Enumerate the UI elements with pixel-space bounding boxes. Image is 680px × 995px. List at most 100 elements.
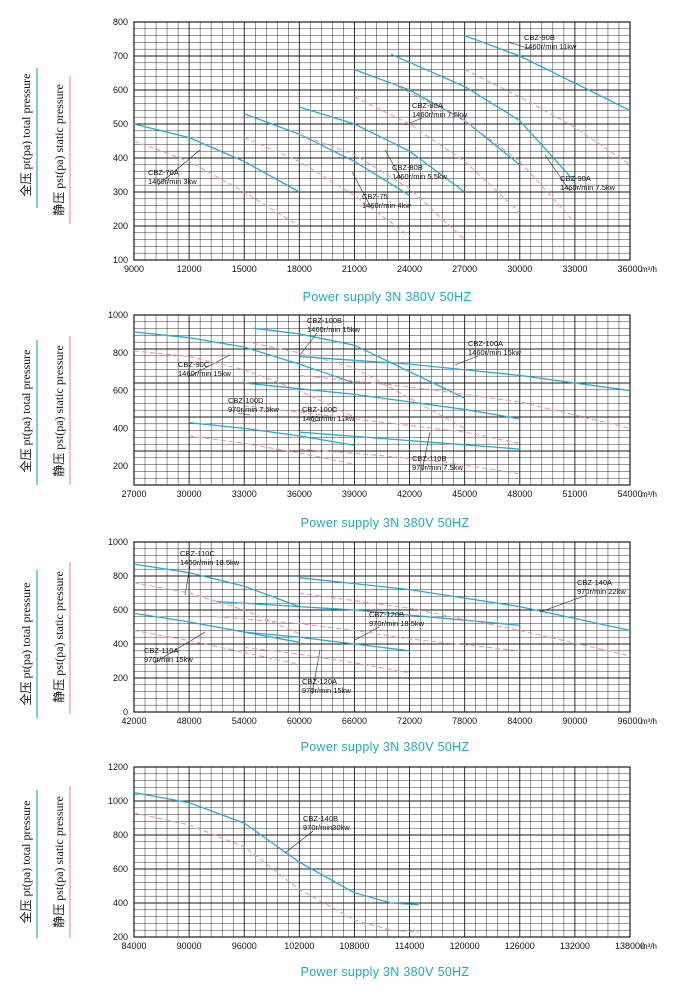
x-tick-label: 108000 (339, 941, 369, 951)
series-name-label: CBZ-110A (144, 646, 178, 655)
curve-cbz-80b-static (299, 133, 466, 241)
annotation-leader (384, 149, 403, 181)
series-name-label: CBZ-110B (412, 454, 446, 463)
x-tick-label: 114000 (395, 941, 424, 951)
series-spec-label: 1460r/min 7.5kw (560, 183, 616, 192)
series-name-label: CBZ-140B (303, 814, 338, 823)
curve-cbz-90c-total (133, 331, 355, 384)
annotation-leader (284, 830, 314, 854)
x-tick-label: 51000 (562, 489, 587, 499)
total-pressure-label: 全压 pt(pa) total pressure (18, 74, 33, 197)
series-spec-label: 1460r/min 5.5kw (392, 172, 448, 181)
series-spec-label: 970r/min 18.5kw (369, 619, 425, 628)
curve-cbz-90b-total (464, 34, 631, 111)
x-tick-label: 126000 (505, 941, 535, 951)
curve-cbz-90a-static (390, 82, 576, 223)
y-tick-label: 500 (113, 119, 128, 129)
series-name-label: CBZ-140A (577, 578, 612, 587)
curve-cbz-100b-total (253, 327, 465, 399)
x-tick-label: 84000 (121, 941, 146, 951)
annotation-leader (539, 594, 588, 613)
y-tick-label: 600 (113, 85, 128, 95)
power-supply-caption: Power supply 3N 380V 50HZ (303, 290, 472, 304)
curve-cbz-110b-total (299, 431, 520, 450)
curve-cbz-110c-static (133, 582, 300, 635)
x-tick-label: 138000 (615, 941, 645, 951)
annotation-leader (351, 171, 373, 210)
series-spec-label: 970r/min 22kw (577, 587, 626, 596)
curve-cbz-90c-static (133, 350, 355, 418)
curve-cbz-110c-total (133, 563, 300, 608)
curve-cbz-100d-total (189, 422, 355, 446)
y-tick-label: 200 (113, 673, 128, 683)
x-tick-label: 132000 (560, 941, 590, 951)
x-tick-label: 66000 (342, 716, 367, 726)
annotation-leader (311, 419, 321, 423)
x-tick-label: 36000 (617, 264, 642, 274)
static-pressure-label: 静压 pst(pa) static pressure (52, 571, 66, 703)
plot-frame (133, 766, 631, 938)
series-name-label: CBZ-100C (302, 405, 338, 414)
curve-cbz-75-total (243, 113, 410, 196)
x-tick-label: 9000 (124, 264, 144, 274)
x-tick-label: 15000 (232, 264, 257, 274)
x-tick-label: 48000 (177, 716, 202, 726)
total-pressure-label: 全压 pt(pa) total pressure (18, 350, 33, 473)
panel-1: 全压 pt(pa) total pressure 静压 pst(pa) stat… (18, 17, 657, 304)
series-spec-label: 1460r/min 15kw (178, 369, 232, 378)
curve-cbz-100c-total (244, 382, 520, 420)
curve-cbz-100a-total (299, 355, 631, 392)
curve-cbz-110a-static (133, 629, 300, 665)
series-name-label: CBZ-120A (302, 677, 337, 686)
y-tick-label: 800 (113, 348, 128, 358)
plot-frame (133, 21, 631, 261)
chart-plot-4: 84000 90000 96000 102000 108000 114000 120000 1… (108, 762, 657, 951)
panel-3: 全压 pt(pa) total pressure 静压 pst(pa) stat… (18, 537, 657, 754)
plot-frame (133, 314, 631, 486)
x-tick-label: 78000 (452, 716, 477, 726)
series-name-label: CBZ-80A (412, 101, 443, 110)
static-pressure-label: 静压 pst(pa) static pressure (52, 84, 66, 216)
series-spec-label: 970r/min 15kw (144, 655, 193, 664)
x-tick-label: 54000 (232, 716, 257, 726)
annotation-leader (237, 412, 251, 416)
x-tick-label: 30000 (507, 264, 532, 274)
x-tick-label: 18000 (287, 264, 312, 274)
curve-cbz-120b-total (216, 600, 520, 626)
curve-cbz-140b-total (133, 791, 419, 906)
x-tick-label: 60000 (287, 716, 312, 726)
y-tick-label: 600 (113, 386, 128, 396)
x-tick-label: 39000 (342, 489, 367, 499)
x-tick-label: 30000 (177, 489, 202, 499)
series-name-label: CBZ-80B (392, 163, 423, 172)
y-tick-label: 200 (113, 461, 128, 471)
series-spec-label: 970r/min 15kw (302, 686, 351, 695)
curve-cbz-80a-total (354, 68, 521, 166)
x-unit-label: m³/h (641, 717, 657, 726)
x-tick-label: 72000 (397, 716, 422, 726)
x-tick-label: 36000 (287, 489, 312, 499)
plot-frame (133, 541, 631, 713)
x-tick-label: 24000 (397, 264, 422, 274)
x-tick-label: 33000 (562, 264, 587, 274)
curve-cbz-140b-static (133, 812, 419, 933)
annotation-leader (187, 354, 231, 378)
y-tick-label: 100 (113, 255, 128, 265)
y-tick-label: 700 (113, 51, 128, 61)
total-pressure-label: 全压 pt(pa) total pressure (18, 801, 33, 924)
x-tick-label: 12000 (177, 264, 202, 274)
y-tick-label: 400 (113, 153, 128, 163)
curve-cbz-90a-total (390, 53, 576, 183)
grid (133, 766, 631, 938)
curve-cbz-140a-total (299, 577, 631, 632)
series-spec-label: 1460r/min 15kw (468, 348, 522, 357)
curve-cbz-140a-static (299, 592, 631, 657)
x-tick-label: 102000 (284, 941, 314, 951)
series-name-label: CBZ-100D (228, 396, 264, 405)
x-tick-label: 48000 (507, 489, 532, 499)
power-supply-caption: Power supply 3N 380V 50HZ (301, 965, 470, 979)
y-tick-label: 300 (113, 187, 128, 197)
series-name-label: CBZ-70A (148, 168, 179, 177)
chart-plot-2: 27000 30000 33000 36000 39000 42000 45000 48000… (108, 310, 657, 499)
y-tick-label: 1200 (108, 762, 128, 772)
